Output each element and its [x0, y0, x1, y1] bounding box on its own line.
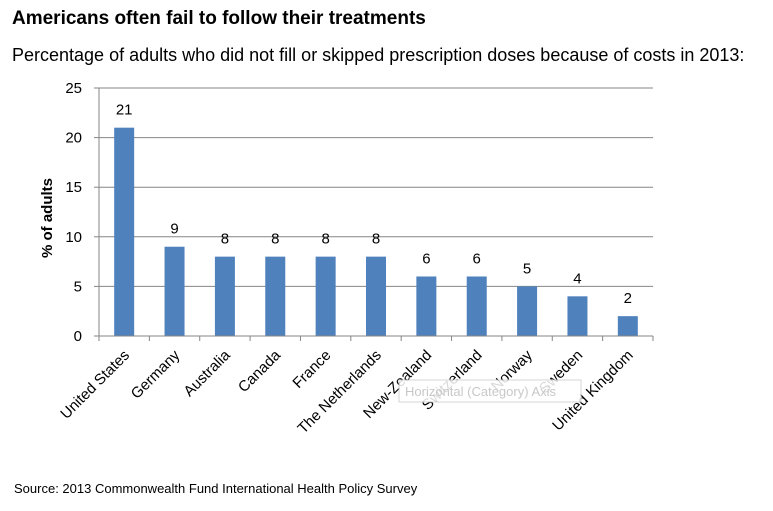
bars: [114, 127, 638, 337]
bar: [214, 256, 235, 336]
category-label: Canada: [235, 346, 285, 396]
data-label: 8: [221, 231, 229, 248]
y-tick-label: 5: [74, 278, 82, 295]
data-label: 6: [473, 250, 481, 267]
bar: [265, 256, 286, 336]
y-tick-labels: 0 5 10 15 20 25: [65, 80, 99, 345]
y-axis-title: % of adults: [39, 178, 56, 258]
bar: [366, 256, 386, 336]
y-tick-label: 10: [65, 229, 82, 246]
chart-subtitle: Percentage of adults who did not fill or…: [12, 45, 745, 65]
data-label: 6: [422, 250, 430, 267]
bar: [164, 246, 185, 336]
data-label: 8: [372, 231, 380, 248]
bar: [114, 127, 135, 337]
y-tick-label: 20: [65, 130, 82, 147]
source-note: Source: 2013 Commonwealth Fund Internati…: [14, 481, 418, 496]
data-label: 5: [523, 260, 531, 277]
y-tick-label: 15: [65, 179, 82, 196]
data-label: 8: [321, 231, 329, 248]
y-tick-label: 0: [74, 328, 82, 345]
bar: [466, 276, 487, 336]
category-label: Germany: [128, 346, 184, 402]
axis-tooltip: Horizontal (Category) Axis: [398, 379, 582, 403]
axis-tooltip-text: Horizontal (Category) Axis: [405, 384, 556, 399]
axes: [98, 88, 654, 341]
category-label: United States: [57, 347, 133, 423]
data-labels: 21 9 8 8 8 8 6 6 5 4 2: [116, 102, 632, 307]
data-label: 21: [116, 102, 133, 119]
bar: [617, 316, 638, 336]
bar: [517, 286, 538, 336]
data-label: 4: [573, 270, 581, 287]
data-label: 8: [271, 231, 279, 248]
y-tick-label: 25: [65, 80, 82, 97]
bar: [567, 296, 588, 336]
category-label: Australia: [180, 346, 234, 400]
data-label: 9: [170, 221, 178, 238]
category-label: France: [289, 347, 334, 392]
bar: [315, 256, 336, 336]
bar: [416, 276, 437, 336]
chart-title: Americans often fail to follow their tre…: [12, 8, 426, 29]
data-label: 2: [624, 290, 632, 307]
